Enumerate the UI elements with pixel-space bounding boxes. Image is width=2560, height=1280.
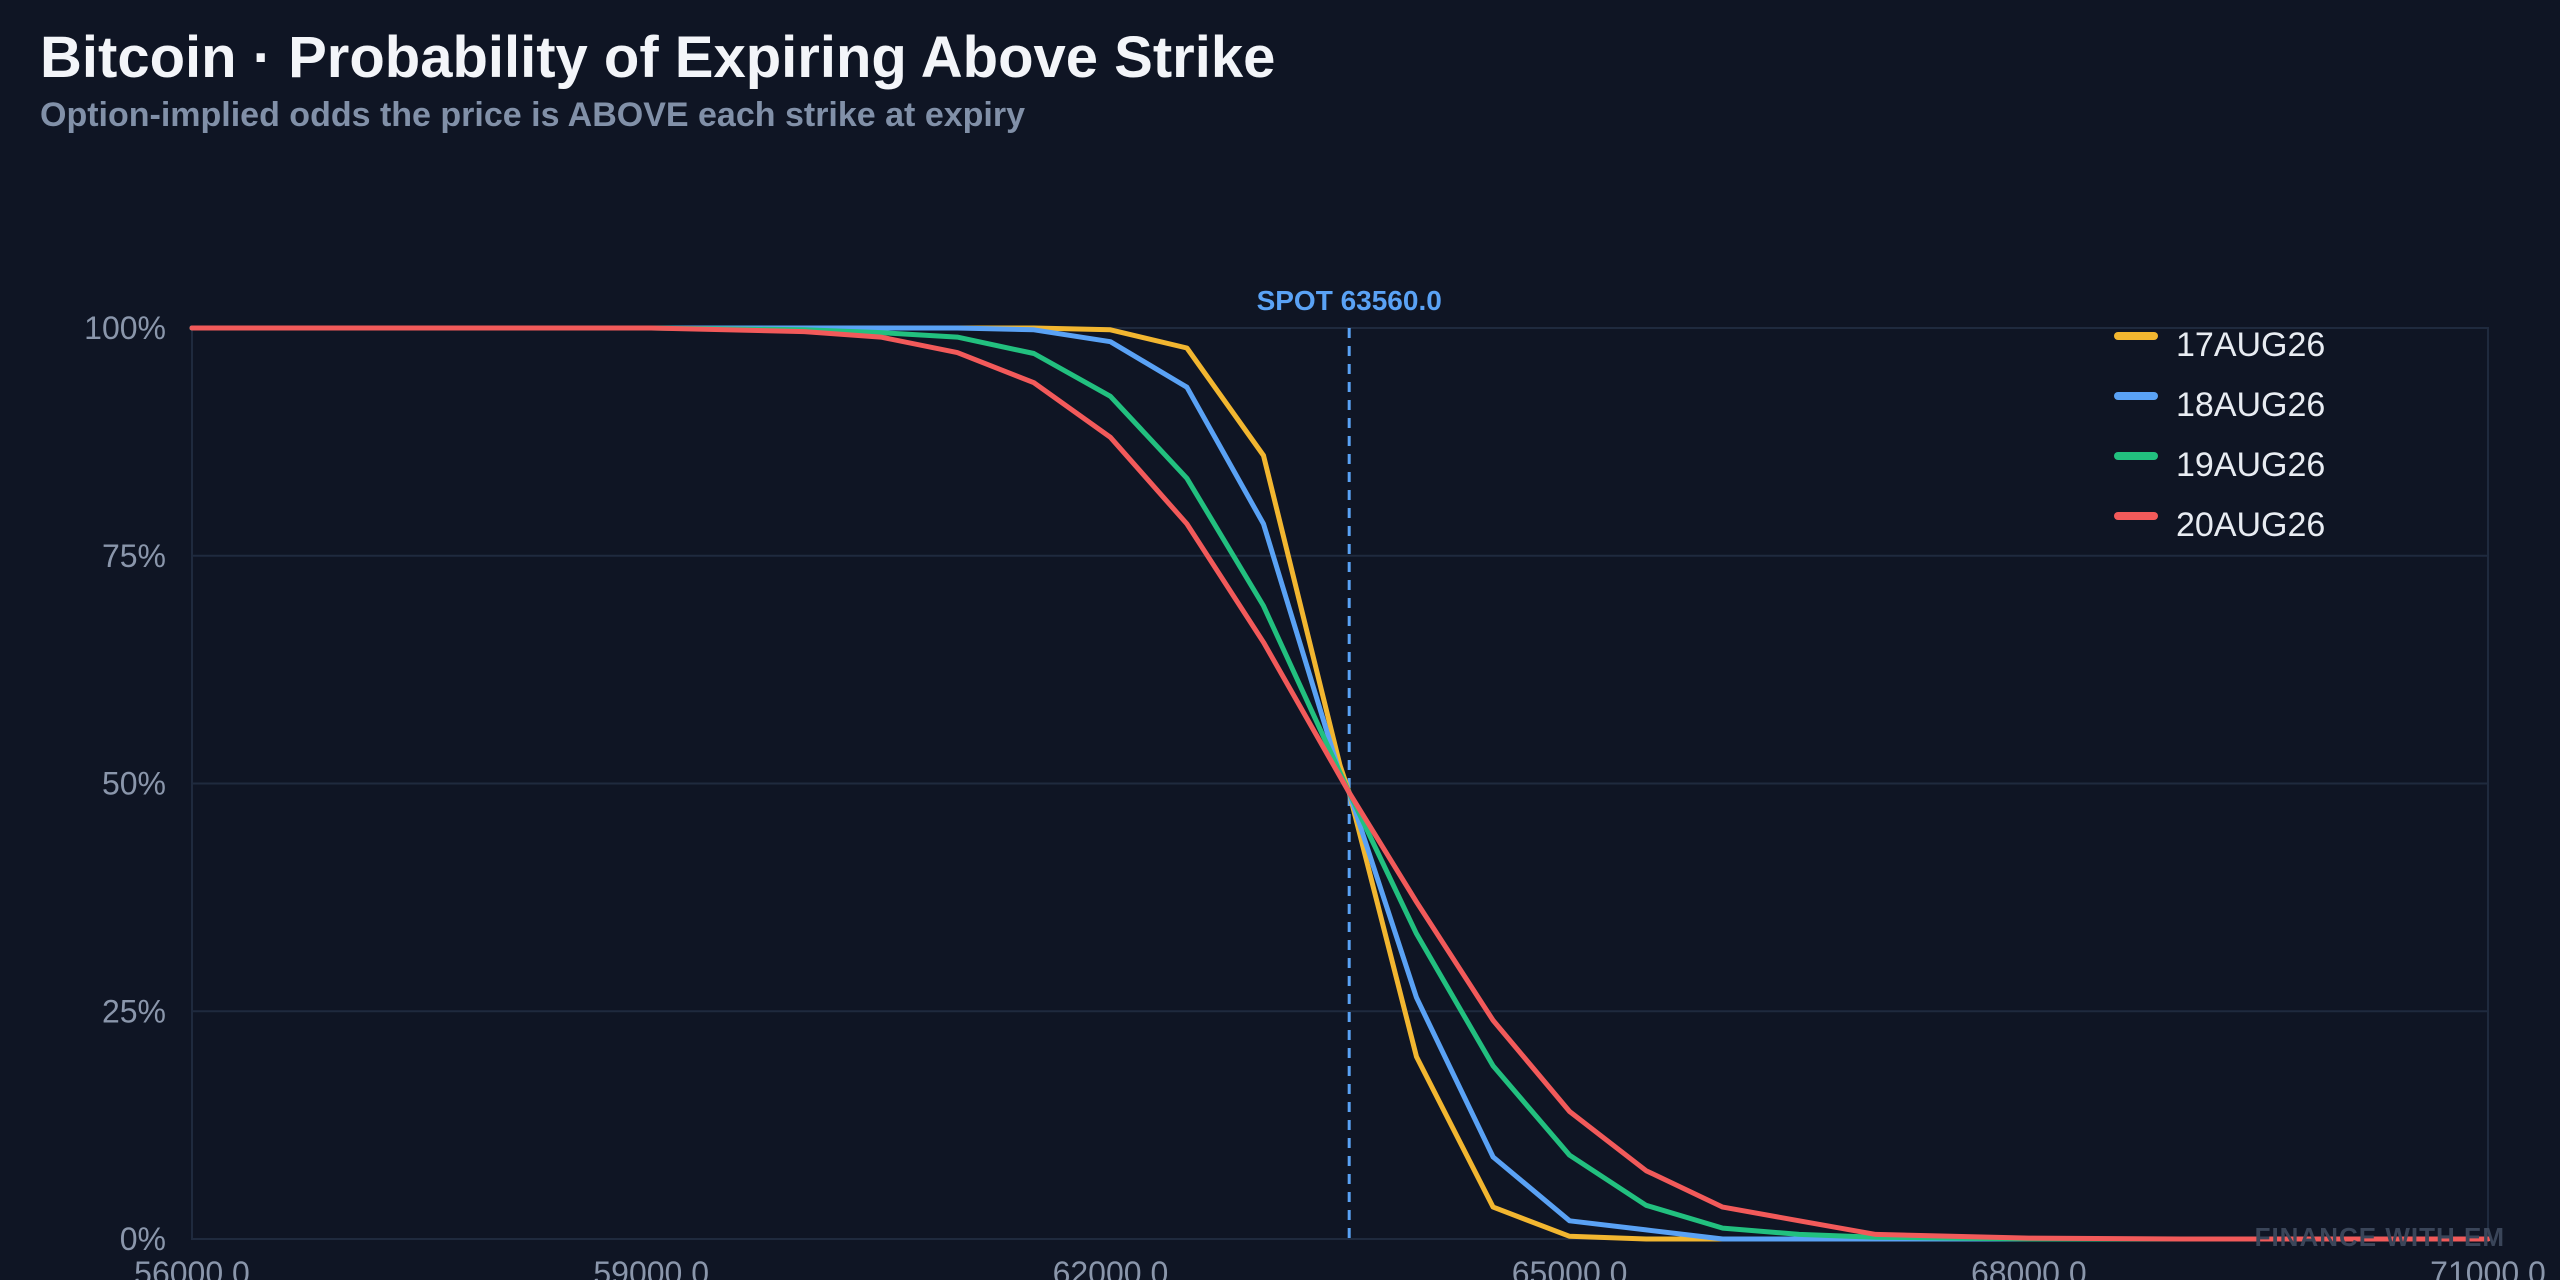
y-tick-label: 100% <box>84 310 166 346</box>
legend-label: 19AUG26 <box>2176 446 2325 484</box>
axis-layer: 0% 25% 50% 75% 100% 56000.0 59000.0 62000.0 6500… <box>84 310 2546 1280</box>
spot-label: SPOT 63560.0 <box>1257 285 1442 316</box>
x-tick-label: 62000.0 <box>1053 1255 1169 1280</box>
chart-title: Bitcoin · Probability of Expiring Above … <box>40 25 1276 90</box>
y-tick-label: 0% <box>120 1221 166 1257</box>
legend-label: 20AUG26 <box>2176 506 2325 544</box>
watermark: FINANCE WITH EM <box>2255 1222 2505 1252</box>
x-tick-label: 71000.0 <box>2430 1255 2546 1280</box>
x-tick-label: 68000.0 <box>1971 1255 2087 1280</box>
y-tick-label: 25% <box>102 993 166 1029</box>
legend: 17AUG26 18AUG26 19AUG26 20AUG26 <box>2114 326 2325 544</box>
x-tick-label: 56000.0 <box>134 1255 250 1280</box>
chart-subtitle: Option-implied odds the price is ABOVE e… <box>40 96 1025 134</box>
series-line-20aug26 <box>189 325 2491 1242</box>
y-tick-label: 75% <box>102 538 166 574</box>
x-tick-label: 59000.0 <box>593 1255 709 1280</box>
legend-label: 18AUG26 <box>2176 386 2325 424</box>
legend-label: 17AUG26 <box>2176 326 2325 364</box>
x-tick-label: 65000.0 <box>1512 1255 1628 1280</box>
grid-layer <box>191 327 2489 1240</box>
spot-layer: SPOT 63560.0 <box>1257 285 1442 1239</box>
series-layer <box>189 325 2491 1242</box>
y-tick-label: 50% <box>102 766 166 802</box>
